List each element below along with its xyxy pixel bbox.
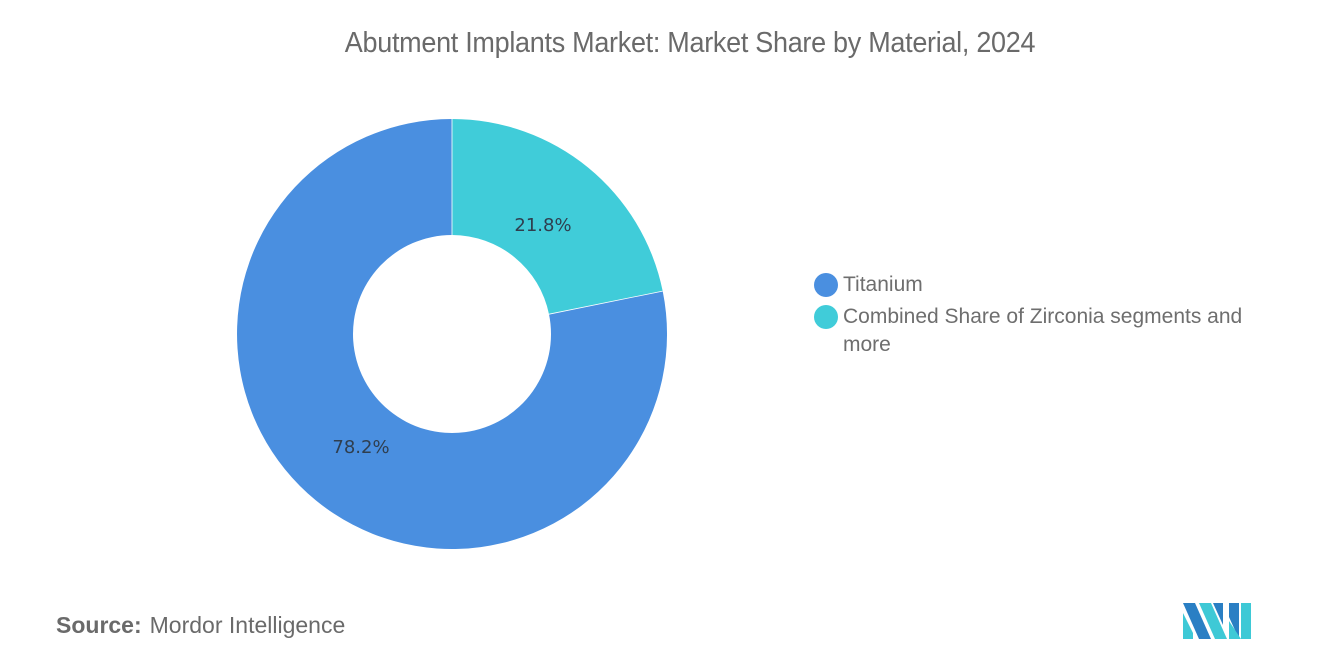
slice-label-titanium: 78.2% [332, 437, 389, 458]
slice-label-zirconia: 21.8% [514, 215, 571, 236]
legend-swatch-zirconia-icon [814, 305, 838, 329]
chart-title: Abutment Implants Market: Market Share b… [344, 27, 1036, 59]
slice-zirconia-and-more[interactable] [452, 119, 663, 315]
legend-swatch-titanium-icon [814, 273, 838, 297]
legend-item-titanium[interactable]: Titanium [814, 271, 1284, 299]
source-note: Source: Mordor Intelligence [56, 612, 345, 639]
slice-titanium[interactable] [237, 119, 668, 549]
mordor-intelligence-logo-icon [1183, 603, 1251, 639]
legend-label: Titanium [843, 273, 923, 296]
legend: Titanium Combined Share of Zirconia segm… [814, 271, 1284, 363]
source-value: Mordor Intelligence [149, 612, 346, 638]
legend-item-zirconia-and-more[interactable]: Combined Share of Zirconia segments and … [814, 303, 1284, 359]
slice-divider [548, 290, 663, 315]
legend-label: Combined Share of Zirconia segments and … [843, 305, 1243, 356]
source-label: Source: [56, 612, 142, 638]
